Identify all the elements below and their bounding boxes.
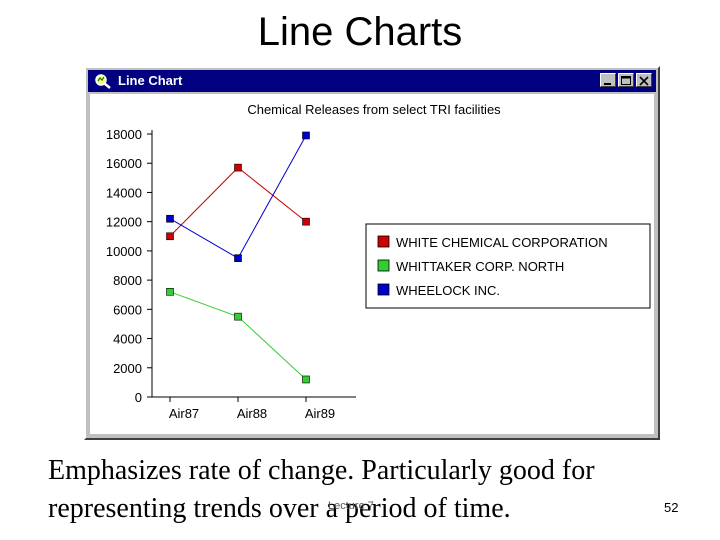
data-point [302,131,310,140]
data-point [302,217,310,226]
close-icon [639,76,649,86]
legend-swatch [377,235,390,248]
x-tick-label: Air88 [237,406,267,421]
slide-title: Line Charts [257,10,463,54]
maximize-icon [621,76,631,85]
y-tick-label: 12000 [106,215,142,230]
page-number: 52 [664,500,679,515]
series-line-1 [169,291,307,380]
y-tick-label: 4000 [113,332,142,347]
window-titlebar[interactable]: Line Chart [88,70,656,92]
slide-caption: Emphasizes rate of change. Particularly … [48,452,708,528]
data-point [302,375,310,384]
plot-area: Chemical Releases from select TRI facili… [90,94,654,434]
y-tick-label: 0 [135,390,142,405]
x-axis-ticks: Air87 Air88 Air89 [169,397,335,421]
legend-label: WHEELOCK INC. [396,283,500,298]
data-point [166,288,174,296]
chart-window: Line Chart Chemical Releases from select… [84,66,660,440]
series-line-2 [169,135,307,259]
caption-line-1: Emphasizes rate of change. Particularly … [48,455,595,486]
data-point [234,312,242,321]
legend-label: WHITTAKER CORP. NORTH [396,259,564,274]
x-tick-label: Air87 [169,406,199,421]
data-point [234,163,242,172]
series-markers [166,131,310,384]
legend-label: WHITE CHEMICAL CORPORATION [396,235,608,250]
data-point [234,254,242,262]
y-tick-label: 6000 [113,302,142,317]
minimize-button[interactable] [600,73,616,87]
data-point [166,214,174,223]
close-button[interactable] [636,73,652,87]
magnifier-chart-icon [95,74,111,89]
chart-title: Chemical Releases from select TRI facili… [247,102,501,117]
y-tick-label: 2000 [113,361,142,376]
data-point [166,232,174,241]
footer-label: Lecture 7 [328,500,374,512]
legend-swatch [377,259,390,272]
maximize-button[interactable] [618,73,634,87]
y-tick-label: 8000 [113,273,142,288]
window-title: Line Chart [118,73,183,88]
series-line-0 [169,166,307,237]
line-chart: Chemical Releases from select TRI facili… [106,102,651,421]
y-tick-label: 18000 [106,127,142,142]
caption-line-2: representing trends over a period of tim… [48,493,511,524]
chart-axes [151,130,356,398]
y-tick-label: 16000 [106,156,142,171]
y-tick-label: 10000 [106,244,142,259]
x-tick-label: Air89 [305,406,335,421]
legend-swatch [377,283,390,296]
y-axis-ticks: 0 2000 4000 6000 8000 10000 12000 14000 16000 180… [106,127,152,405]
legend-box [365,223,651,309]
minimize-icon [604,83,611,85]
y-tick-label: 14000 [106,185,142,200]
chart-legend: WHITE CHEMICAL CORPORATION WHITTAKER CORP… [365,223,651,309]
